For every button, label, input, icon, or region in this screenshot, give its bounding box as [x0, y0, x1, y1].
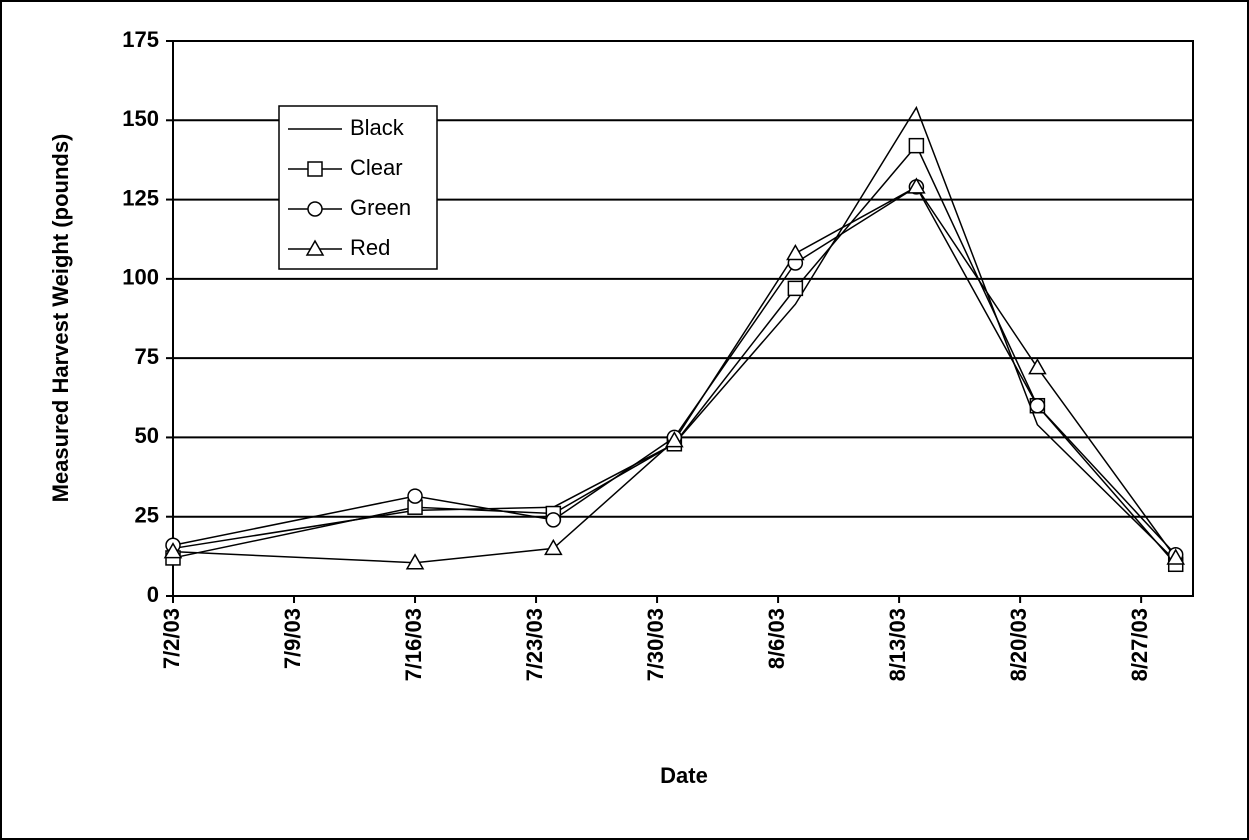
data-point: [908, 137, 925, 154]
data-point: [545, 512, 562, 528]
data-point: [907, 177, 926, 194]
data-point: [544, 538, 563, 556]
series-line: [172, 185, 1177, 556]
y-tick-label: 0: [147, 582, 159, 607]
x-tick-label: 7/23/03: [522, 608, 547, 681]
data-point: [163, 542, 183, 559]
x-tick-label: 7/2/03: [159, 608, 184, 669]
y-tick-label: 150: [122, 106, 159, 131]
legend-marker: [305, 239, 325, 256]
series-line: [172, 144, 1177, 565]
data-point: [665, 431, 684, 448]
legend-marker: [307, 201, 323, 217]
y-tick-label: 125: [122, 185, 159, 210]
data-point: [1166, 548, 1186, 565]
x-tick-label: 7/30/03: [643, 608, 668, 681]
data-point: [407, 488, 423, 504]
data-point: [1029, 397, 1046, 414]
legend-label: Clear: [350, 155, 403, 180]
legend-label: Black: [350, 115, 405, 140]
y-tick-label: 75: [135, 344, 159, 369]
data-point: [786, 243, 805, 261]
plot-frame: [172, 40, 1194, 597]
legend-label: Green: [350, 195, 411, 220]
y-tick-label: 175: [122, 27, 159, 52]
series-line: [172, 185, 1177, 564]
data-point: [1028, 358, 1047, 375]
x-tick-label: 8/13/03: [885, 608, 910, 681]
y-axis-label: Measured Harvest Weight (pounds): [48, 134, 73, 503]
x-tick-label: 8/27/03: [1127, 608, 1152, 681]
legend-label: Red: [350, 235, 390, 260]
x-tick-label: 8/6/03: [764, 608, 789, 669]
y-tick-label: 50: [135, 423, 159, 448]
x-tick-label: 7/9/03: [280, 608, 305, 669]
x-tick-label: 8/20/03: [1006, 608, 1031, 681]
y-tick-label: 25: [135, 503, 159, 528]
y-tick-label: 100: [122, 265, 159, 290]
legend-marker: [307, 161, 323, 177]
legend-box: [278, 105, 438, 270]
x-axis-label: Date: [660, 763, 708, 788]
data-point: [787, 280, 804, 297]
x-tick-label: 7/16/03: [401, 608, 426, 681]
data-point: [405, 553, 425, 570]
series-line: [172, 105, 1177, 562]
